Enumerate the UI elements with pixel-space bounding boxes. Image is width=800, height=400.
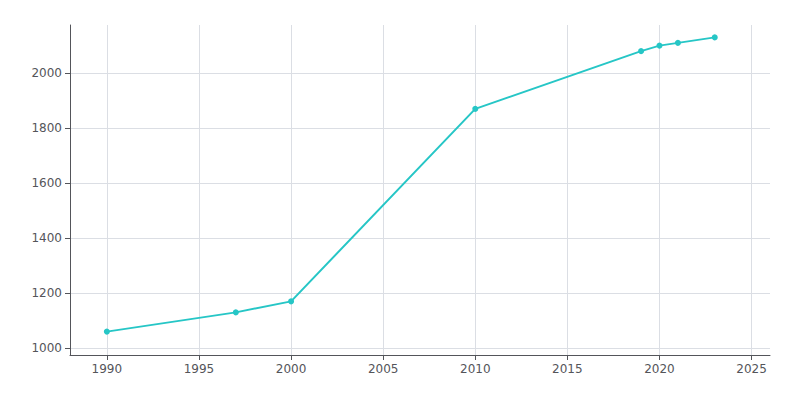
svg-text:1000: 1000: [31, 341, 62, 355]
svg-text:1800: 1800: [31, 121, 62, 135]
svg-text:2015: 2015: [552, 362, 583, 376]
svg-text:2020: 2020: [644, 362, 675, 376]
svg-text:2010: 2010: [460, 362, 491, 376]
svg-text:2000: 2000: [276, 362, 307, 376]
svg-text:1200: 1200: [31, 286, 62, 300]
svg-text:1400: 1400: [31, 231, 62, 245]
svg-text:1990: 1990: [92, 362, 123, 376]
svg-text:1600: 1600: [31, 176, 62, 190]
svg-text:2000: 2000: [31, 66, 62, 80]
svg-text:2025: 2025: [736, 362, 767, 376]
svg-text:1995: 1995: [184, 362, 215, 376]
svg-text:2005: 2005: [368, 362, 399, 376]
